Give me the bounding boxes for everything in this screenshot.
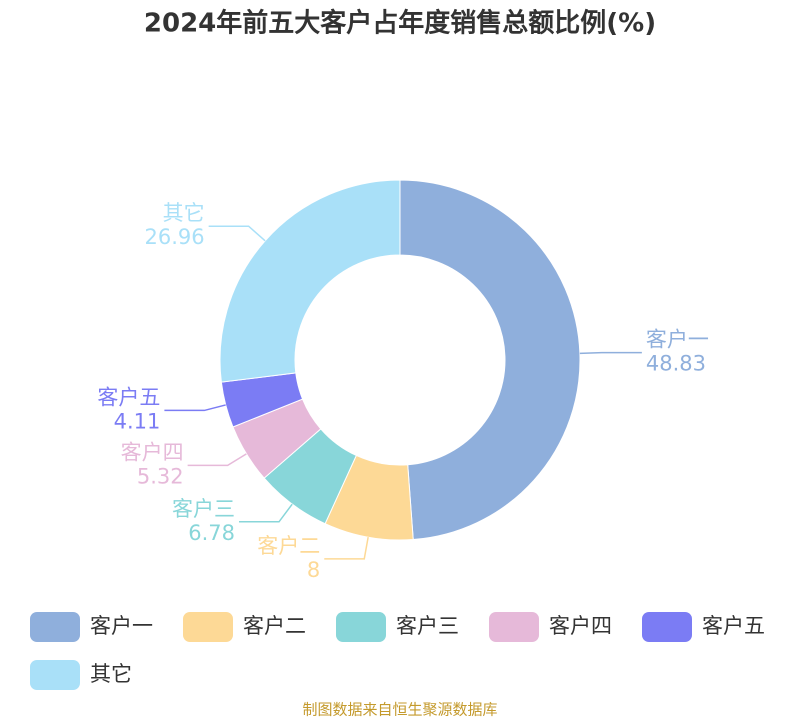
slice-label: 客户一	[646, 328, 709, 352]
legend-swatch	[642, 612, 692, 642]
legend-swatch	[336, 612, 386, 642]
slice-value: 48.83	[646, 352, 706, 376]
leader-line	[239, 503, 293, 523]
leader-line	[579, 351, 642, 355]
legend-label: 客户三	[396, 614, 459, 638]
legend-swatch	[489, 612, 539, 642]
slice-label: 客户四	[121, 440, 184, 464]
slice-value: 4.11	[114, 409, 161, 433]
slice-label: 其它	[163, 201, 205, 225]
slice-label: 客户五	[97, 385, 160, 409]
leader-line	[324, 537, 369, 560]
slice-value: 5.32	[137, 464, 184, 488]
legend-label: 客户五	[702, 614, 765, 638]
leader-line	[164, 404, 226, 412]
legend-label: 客户一	[90, 614, 153, 638]
donut-slice	[399, 179, 581, 541]
slice-value: 26.96	[145, 225, 205, 249]
legend-label: 其它	[90, 662, 132, 686]
legend-swatch	[30, 660, 80, 690]
legend-label: 客户四	[549, 614, 612, 638]
source-note: 制图数据来自恒生聚源数据库	[302, 701, 497, 719]
donut-slice	[219, 179, 401, 383]
slice-label: 客户三	[172, 497, 235, 521]
chart-title: 2024年前五大客户占年度销售总额比例(%)	[144, 8, 656, 39]
legend-swatch	[30, 612, 80, 642]
slice-label: 客户二	[257, 534, 320, 558]
legend-label: 客户二	[243, 614, 306, 638]
slice-value: 6.78	[188, 521, 235, 545]
legend-swatch	[183, 612, 233, 642]
leader-line	[208, 225, 266, 242]
slice-value: 8	[307, 558, 320, 582]
leader-line	[187, 453, 247, 467]
